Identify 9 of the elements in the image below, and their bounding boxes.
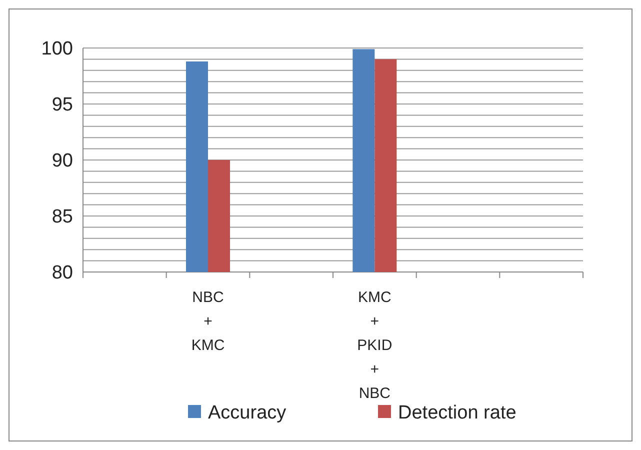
y-tick-label: 90 <box>52 150 73 172</box>
y-tick-label: 95 <box>52 94 73 116</box>
x-tick-label: KMC + PKID + NBC <box>357 289 392 402</box>
y-tick-label: 100 <box>41 38 73 60</box>
x-tick-label: NBC + KMC <box>191 289 225 354</box>
y-tick-label: 80 <box>52 262 73 284</box>
legend-label: Accuracy <box>208 402 287 424</box>
y-tick-label: 85 <box>52 206 73 228</box>
legend-label: Detection rate <box>398 402 516 424</box>
